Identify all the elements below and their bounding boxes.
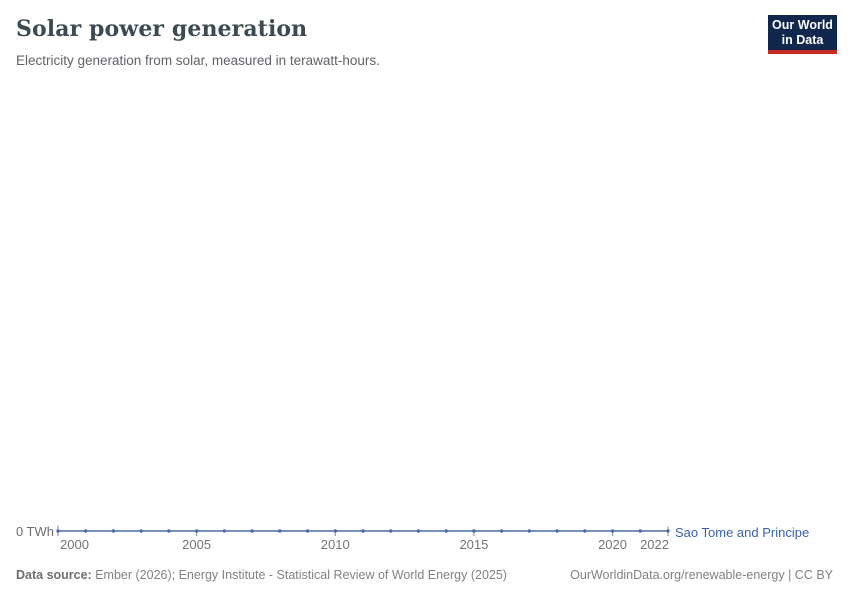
data-point-marker[interactable] xyxy=(527,529,532,533)
x-tick-label: 2010 xyxy=(320,537,350,552)
data-point-marker[interactable] xyxy=(472,529,476,533)
data-point-marker[interactable] xyxy=(666,529,670,533)
data-point-marker[interactable] xyxy=(278,529,282,533)
y-axis-zero-label: 0 TWh xyxy=(15,524,54,539)
data-point-marker[interactable] xyxy=(444,529,448,533)
owid-logo-line1: Our World xyxy=(772,18,833,32)
x-tick-label: 2000 xyxy=(60,537,89,552)
data-point-marker[interactable] xyxy=(638,529,642,533)
data-point-marker[interactable] xyxy=(194,529,199,533)
data-source: Data source: Ember (2026); Energy Instit… xyxy=(16,568,507,582)
x-tick-label: 2015 xyxy=(459,537,489,552)
data-point-marker[interactable] xyxy=(389,529,393,533)
page-title: Solar power generation xyxy=(16,16,308,42)
data-point-marker[interactable] xyxy=(139,529,143,533)
data-point-marker[interactable] xyxy=(56,529,60,533)
data-point-marker[interactable] xyxy=(333,529,337,533)
data-point-marker[interactable] xyxy=(111,529,116,533)
data-point-marker[interactable] xyxy=(555,529,559,533)
data-point-marker[interactable] xyxy=(84,529,88,533)
data-source-label: Data source: xyxy=(16,568,92,582)
x-tick-label: 2022 xyxy=(640,537,669,552)
data-point-marker[interactable] xyxy=(499,529,504,533)
series-label[interactable]: Sao Tome and Principe xyxy=(675,524,810,540)
data-point-marker[interactable] xyxy=(416,529,421,533)
owid-logo: Our World in Data xyxy=(768,15,837,54)
data-point-marker[interactable] xyxy=(610,529,615,533)
owid-logo-line2: in Data xyxy=(781,33,824,47)
data-source-text: Ember (2026); Energy Institute - Statist… xyxy=(91,568,507,582)
zero-line-plot xyxy=(56,525,670,536)
footer-link[interactable]: OurWorldinData.org/renewable-energy | CC… xyxy=(570,568,833,582)
page-subtitle: Electricity generation from solar, measu… xyxy=(16,53,380,68)
x-tick-label: 2020 xyxy=(598,537,627,552)
data-point-marker[interactable] xyxy=(167,529,171,533)
data-point-marker[interactable] xyxy=(222,529,227,533)
data-point-marker[interactable] xyxy=(250,529,254,533)
x-tick-label: 2005 xyxy=(182,537,212,552)
data-point-marker[interactable] xyxy=(305,529,310,533)
data-point-marker[interactable] xyxy=(583,529,587,533)
data-point-marker[interactable] xyxy=(361,529,365,533)
